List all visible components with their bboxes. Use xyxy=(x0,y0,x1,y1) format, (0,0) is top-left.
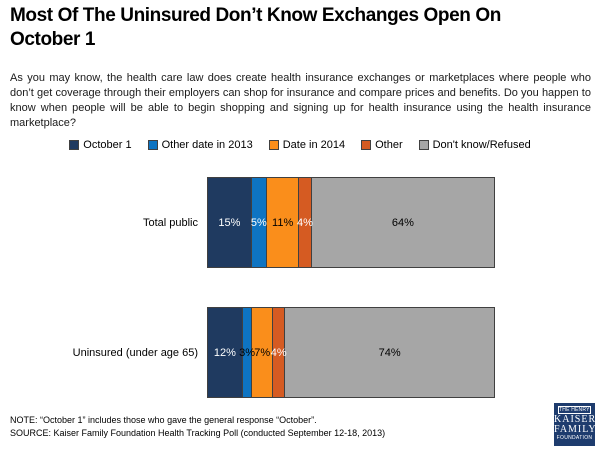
bar-value-label: 3% xyxy=(239,346,256,359)
bar-value-label: 12% xyxy=(213,346,236,359)
logo-family-line: FAMILY xyxy=(554,424,597,435)
bar-segment: 11% xyxy=(266,177,300,268)
logo-kaiser-line: KAISER xyxy=(554,414,597,425)
bar-segment: 15% xyxy=(207,177,252,268)
note-source-block: NOTE: “October 1” includes those who gav… xyxy=(10,414,385,439)
note-text: NOTE: “October 1” includes those who gav… xyxy=(10,415,317,425)
bar-category-label: Uninsured (under age 65) xyxy=(72,346,198,359)
bar-value-label: 64% xyxy=(391,216,414,229)
legend-item: October 1 xyxy=(69,139,132,151)
bar-segment: 4% xyxy=(297,177,313,268)
bar: 15% 5% 11% 4% 64% xyxy=(207,177,495,268)
legend-swatch xyxy=(69,140,80,150)
logo-henry-line: THE HENRY J. xyxy=(558,406,591,414)
bar-segment: 4% xyxy=(270,307,287,398)
page-title: Most Of The Uninsured Don’t Know Exchang… xyxy=(10,5,501,50)
bar-value-label: 74% xyxy=(378,346,401,359)
source-text: SOURCE: Kaiser Family Foundation Health … xyxy=(10,427,386,438)
kff-logo: THE HENRY J. KAISER FAMILY FOUNDATION xyxy=(554,403,597,446)
legend-swatch xyxy=(418,140,429,150)
bar-value-label: 7% xyxy=(254,346,271,359)
legend-label: Other date in 2013 xyxy=(161,139,253,151)
bar-segment: 3% xyxy=(239,307,255,398)
bar-segment: 64% xyxy=(311,177,495,268)
bar-value-label: 4% xyxy=(297,216,313,229)
legend-label: October 1 xyxy=(83,139,132,151)
bar-category-label: Total public xyxy=(142,216,198,229)
legend-label: Other xyxy=(375,139,403,151)
legend-item: Other xyxy=(361,139,403,151)
bar-row: Uninsured (under age 65) 12% 3% 7% 4% 74% xyxy=(10,307,504,398)
bar-segment: 5% xyxy=(250,177,267,268)
legend-item: Don't know/Refused xyxy=(418,139,531,151)
legend-label: Don't know/Refused xyxy=(432,139,531,151)
bar-segment: 12% xyxy=(207,307,243,398)
bar-segment: 74% xyxy=(285,307,495,398)
legend-swatch xyxy=(268,140,279,150)
chart-legend: October 1 Other date in 2013 Date in 2014 O… xyxy=(0,139,600,151)
legend-swatch xyxy=(361,140,372,150)
legend-item: Date in 2014 xyxy=(268,139,346,151)
logo-foundation-line: FOUNDATION xyxy=(556,435,593,441)
bar-value-label: 15% xyxy=(218,216,241,229)
legend-swatch xyxy=(147,140,158,150)
bar-value-label: 4% xyxy=(270,346,287,359)
bar-value-label: 5% xyxy=(250,216,267,229)
bar-value-label: 11% xyxy=(272,216,294,229)
bar: 12% 3% 7% 4% 74% xyxy=(207,307,495,398)
legend-item: Other date in 2013 xyxy=(147,139,253,151)
bar-segment: 7% xyxy=(252,307,274,398)
intro-text: As you may know, the health care law doe… xyxy=(10,72,591,129)
legend-label: Date in 2014 xyxy=(282,139,346,151)
bar-row: Total public 15% 5% 11% 4% 64% xyxy=(10,177,504,268)
